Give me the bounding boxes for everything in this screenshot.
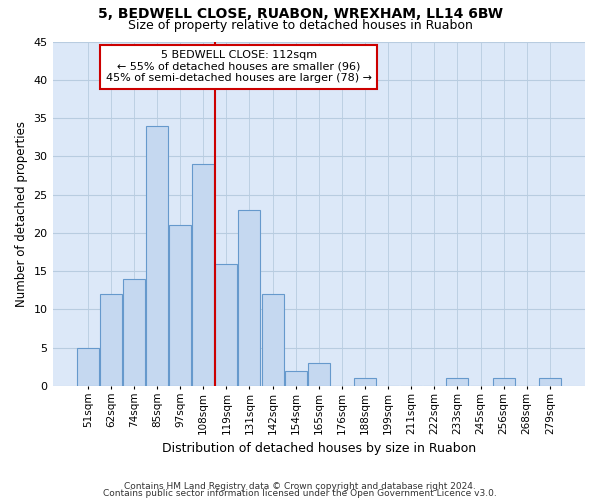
Bar bbox=[493, 378, 515, 386]
Bar bbox=[262, 294, 284, 386]
X-axis label: Distribution of detached houses by size in Ruabon: Distribution of detached houses by size … bbox=[162, 442, 476, 455]
Text: Contains public sector information licensed under the Open Government Licence v3: Contains public sector information licen… bbox=[103, 490, 497, 498]
Bar bbox=[146, 126, 168, 386]
Text: 5, BEDWELL CLOSE, RUABON, WREXHAM, LL14 6BW: 5, BEDWELL CLOSE, RUABON, WREXHAM, LL14 … bbox=[97, 8, 503, 22]
Bar bbox=[308, 363, 330, 386]
Bar bbox=[238, 210, 260, 386]
Text: 5 BEDWELL CLOSE: 112sqm
← 55% of detached houses are smaller (96)
45% of semi-de: 5 BEDWELL CLOSE: 112sqm ← 55% of detache… bbox=[106, 50, 372, 84]
Bar bbox=[192, 164, 214, 386]
Bar bbox=[446, 378, 469, 386]
Bar bbox=[169, 225, 191, 386]
Y-axis label: Number of detached properties: Number of detached properties bbox=[15, 120, 28, 306]
Bar bbox=[539, 378, 561, 386]
Bar bbox=[77, 348, 98, 386]
Text: Contains HM Land Registry data © Crown copyright and database right 2024.: Contains HM Land Registry data © Crown c… bbox=[124, 482, 476, 491]
Text: Size of property relative to detached houses in Ruabon: Size of property relative to detached ho… bbox=[128, 18, 472, 32]
Bar bbox=[215, 264, 238, 386]
Bar bbox=[354, 378, 376, 386]
Bar bbox=[123, 279, 145, 386]
Bar bbox=[100, 294, 122, 386]
Bar bbox=[284, 370, 307, 386]
